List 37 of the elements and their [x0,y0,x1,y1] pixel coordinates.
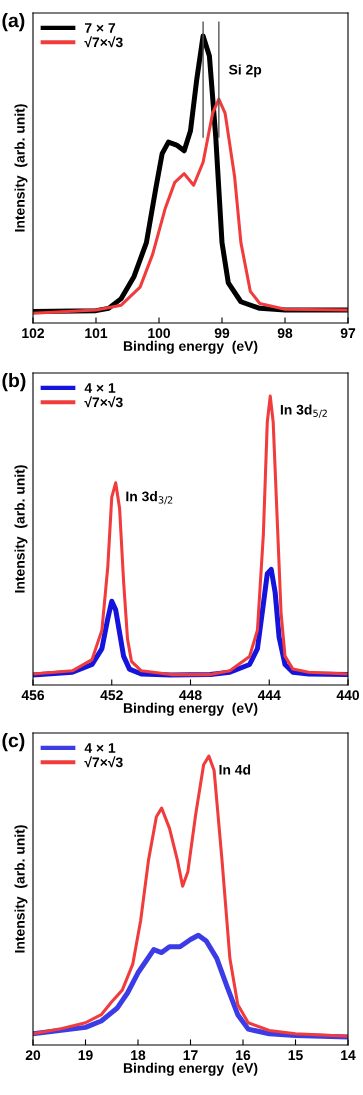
x-tick-label: 452 [100,690,123,701]
y-axis-title: Intensity (arb. unit) [14,104,28,232]
legend-label: 7 × 7 [84,23,116,33]
x-tick-label: 19 [78,1050,93,1061]
x-tick-label: 440 [336,690,360,701]
legend-label: 4 × 1 [84,743,116,753]
chart-title: (b) [2,373,26,392]
legend-label: 4 × 1 [84,383,116,393]
annotation: In 4d [219,764,251,775]
y-axis-title: Intensity (arb. unit) [14,465,28,593]
annotation: In 3d$_{5/2}$ [280,404,327,418]
legend-label: √7×√3 [84,756,123,768]
x-axis-title: Binding energy (eV) [123,340,258,354]
x-tick-label: 97 [340,328,356,339]
y-axis-title: Intensity (arb. unit) [14,825,28,953]
x-tick-label: 14 [341,1050,356,1060]
x-tick-label: 20 [25,1050,41,1061]
annotation: In 3d$_{3/2}$ [126,491,173,505]
x-tick-label: 17 [183,1050,198,1060]
x-tick-label: 100 [148,328,171,339]
legend-label: √7×√3 [84,396,123,408]
x-axis-title: Binding energy (eV) [123,1062,258,1076]
x-tick-label: 102 [22,328,45,339]
x-axis-title: Binding energy (eV) [123,702,258,716]
x-tick-label: 456 [21,690,45,701]
x-tick-label: 444 [257,690,281,700]
x-tick-label: 101 [85,328,108,339]
chart-title: (c) [2,733,25,752]
legend-label: √7×√3 [84,36,123,48]
x-tick-label: 99 [214,328,230,339]
x-tick-label: 16 [236,1050,251,1061]
chart-title: (a) [2,13,25,32]
x-tick-label: 448 [179,690,202,701]
annotation: Si 2p [228,64,262,78]
x-tick-label: 18 [131,1050,146,1061]
x-tick-label: 15 [288,1050,303,1061]
x-tick-label: 98 [277,328,293,339]
